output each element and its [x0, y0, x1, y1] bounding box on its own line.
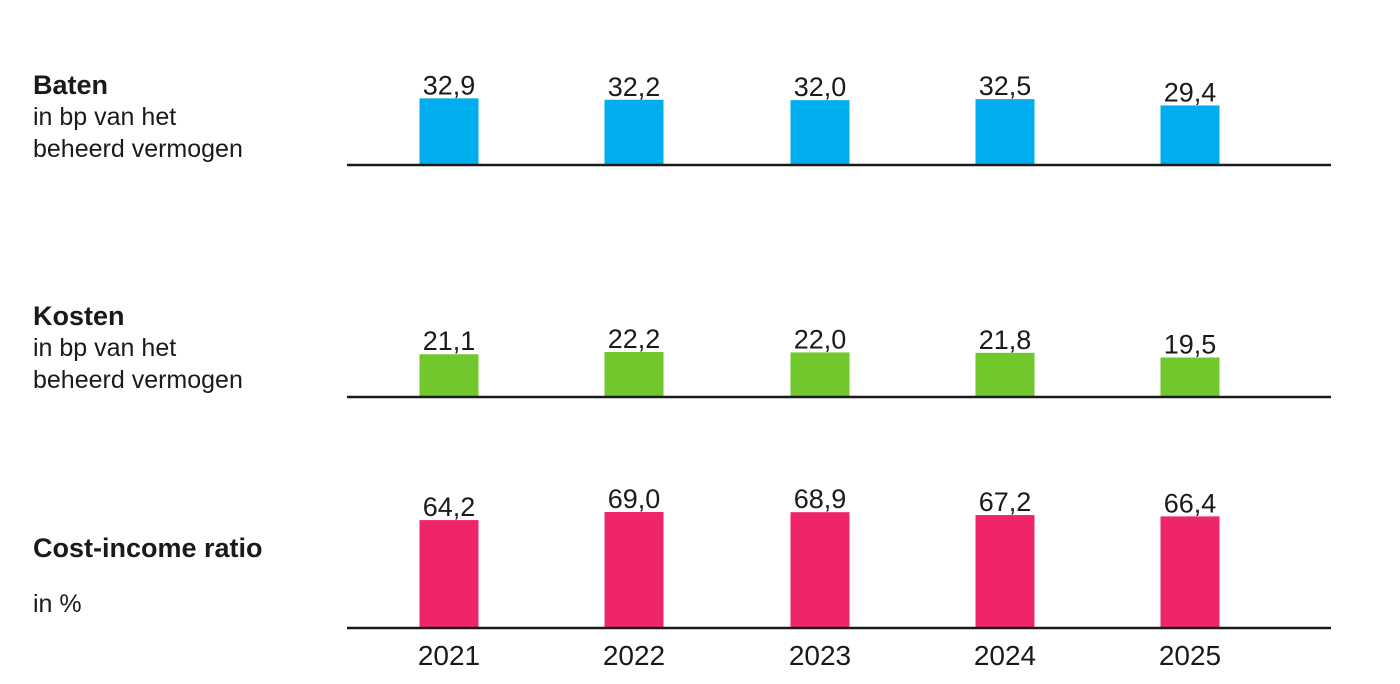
kosten-value-label-2023: 22,0 [794, 324, 847, 354]
baten-value-label-2025: 29,4 [1164, 77, 1217, 107]
x-tick-label-2023: 2023 [789, 640, 851, 671]
baten-value-label-2023: 32,0 [794, 72, 847, 102]
kosten-value-label-2025: 19,5 [1164, 329, 1217, 359]
cir-bar-2024 [975, 515, 1035, 628]
baten-subtitle: in bp van het beheerd vermogen [33, 103, 243, 163]
x-tick-label-2024: 2024 [974, 640, 1036, 671]
baten-bar-2022 [604, 99, 664, 165]
baten-bar-2023 [790, 100, 850, 165]
x-tick-label-2021: 2021 [418, 640, 480, 671]
baten-chart: 32,9 32,2 32,0 32,5 29,4 [347, 70, 1331, 167]
baten-value-label-2022: 32,2 [608, 72, 661, 102]
baten-bar-2024 [975, 99, 1035, 165]
cir-value-label-2022: 69,0 [608, 484, 661, 514]
cir-value-label-2023: 68,9 [794, 484, 847, 514]
kosten-label: Kosten in bp van het beheerd vermogen [33, 301, 243, 396]
cir-bar-2025 [1160, 516, 1220, 628]
kosten-bar-2025 [1160, 357, 1220, 397]
kosten-subtitle: in bp van het beheerd vermogen [33, 334, 243, 394]
cir-value-label-2024: 67,2 [979, 487, 1032, 517]
baten-bar-2025 [1160, 105, 1220, 165]
x-tick-label-2022: 2022 [603, 640, 665, 671]
baten-title: Baten [33, 70, 109, 100]
cir-title: Cost-income ratio [33, 533, 263, 563]
cir-value-label-2025: 66,4 [1164, 488, 1217, 518]
baten-label: Baten in bp van het beheerd vermogen [33, 70, 243, 165]
cir-bar-2022 [604, 512, 664, 628]
kosten-value-label-2021: 21,1 [423, 326, 476, 356]
kosten-bar-2023 [790, 352, 850, 397]
kosten-bar-2024 [975, 352, 1035, 397]
x-tick-label-2025: 2025 [1159, 640, 1221, 671]
kosten-value-label-2024: 21,8 [979, 325, 1032, 355]
kosten-title: Kosten [33, 301, 125, 331]
cir-subtitle: in % [33, 590, 82, 618]
baten-value-label-2021: 32,9 [423, 70, 476, 100]
cir-bar-2023 [790, 512, 850, 628]
kosten-bar-2022 [604, 352, 664, 397]
cir-label: Cost-income ratio in % [33, 533, 263, 620]
kosten-value-label-2022: 22,2 [608, 324, 661, 354]
cir-bar-2021 [419, 520, 479, 628]
baten-value-label-2024: 32,5 [979, 71, 1032, 101]
kosten-bar-2021 [419, 354, 479, 397]
kosten-chart: 21,1 22,2 22,0 21,8 19,5 [347, 324, 1331, 399]
baten-bar-2021 [419, 98, 479, 165]
cir-chart: 64,2 69,0 68,9 67,2 66,4 2021 2022 2023 2024 2025 [347, 484, 1331, 671]
cir-value-label-2021: 64,2 [423, 492, 476, 522]
